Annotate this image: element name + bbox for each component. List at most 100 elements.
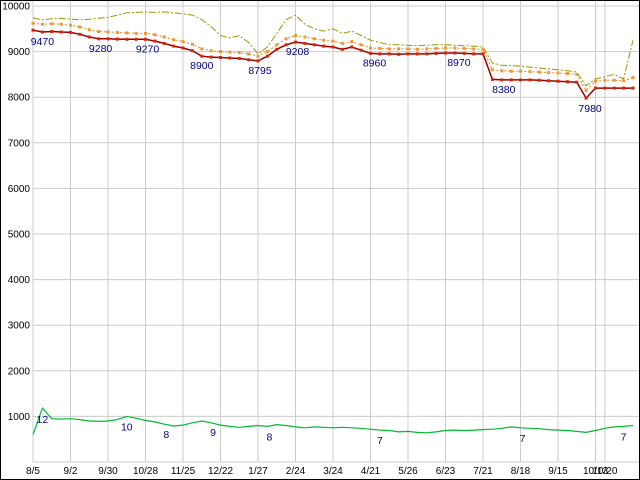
series-main-red-marker bbox=[444, 51, 447, 55]
series-orange-dotted-marker bbox=[153, 33, 157, 37]
series-main-red-marker bbox=[265, 54, 269, 58]
series-orange-dotted-marker bbox=[547, 71, 551, 75]
series-orange-dotted-marker bbox=[172, 38, 176, 42]
data-point-label: 8970 bbox=[447, 57, 471, 69]
data-point-label: 9 bbox=[210, 427, 216, 439]
series-orange-dotted-marker bbox=[350, 40, 354, 44]
series-orange-dotted-marker bbox=[144, 31, 147, 35]
y-axis-label: 10000 bbox=[2, 2, 30, 13]
series-orange-dotted-marker bbox=[378, 46, 382, 50]
series-main-red-marker bbox=[134, 37, 138, 41]
series-main-red-marker bbox=[575, 80, 579, 84]
series-orange-dotted-marker bbox=[69, 23, 72, 27]
x-axis-label: 11/25 bbox=[171, 466, 196, 477]
series-main-red-marker bbox=[387, 52, 391, 56]
series-main-red-marker bbox=[59, 30, 63, 34]
series-orange-dotted-marker bbox=[537, 70, 541, 74]
x-axis-label: 9/15 bbox=[548, 466, 568, 477]
series-orange-dotted-marker bbox=[612, 78, 616, 82]
series-orange-dotted-marker bbox=[78, 25, 82, 29]
series-orange-dotted-marker bbox=[397, 47, 401, 51]
series-main-red-marker bbox=[162, 41, 166, 45]
series-orange-dotted-marker bbox=[331, 39, 335, 43]
series-orange-dotted-marker bbox=[472, 47, 476, 51]
series-main-red-marker bbox=[603, 86, 607, 90]
series-main-red-marker bbox=[584, 96, 588, 100]
series-orange-dotted-marker bbox=[556, 71, 560, 75]
series-orange-dotted-marker bbox=[228, 50, 232, 54]
series-main-red-marker bbox=[340, 47, 344, 51]
series-main-red-marker bbox=[219, 56, 222, 59]
series-main-red-marker bbox=[284, 43, 288, 47]
x-axis-label: 7/21 bbox=[473, 466, 493, 477]
series-orange-dotted-marker bbox=[134, 31, 138, 35]
x-axis-label: 9/2 bbox=[64, 466, 78, 477]
series-orange-dotted-marker bbox=[594, 79, 597, 83]
y-axis-label: 8000 bbox=[8, 93, 31, 104]
series-orange-dotted-marker bbox=[631, 76, 635, 80]
data-point-label: 7980 bbox=[578, 103, 602, 115]
series-orange-dotted-marker bbox=[31, 21, 35, 25]
series-orange-dotted-marker bbox=[275, 43, 279, 47]
series-main-red-marker bbox=[472, 52, 476, 56]
series-main-red-marker bbox=[172, 44, 176, 48]
series-orange-dotted-marker bbox=[303, 35, 307, 39]
series-main-red-marker bbox=[125, 37, 129, 41]
series-main-red-marker bbox=[490, 77, 494, 81]
series-orange-dotted-marker bbox=[462, 46, 466, 50]
series-main-red-marker bbox=[622, 86, 626, 90]
series-orange-dotted-marker bbox=[106, 30, 110, 34]
series-main-red-marker bbox=[200, 54, 204, 58]
series-main-red-marker bbox=[153, 39, 157, 43]
series-orange-dotted-marker bbox=[359, 43, 363, 47]
series-main-red-marker bbox=[115, 37, 119, 41]
y-axis-label: 6000 bbox=[8, 184, 31, 195]
data-point-label: 10 bbox=[121, 421, 133, 433]
series-main-red-marker bbox=[275, 47, 279, 51]
series-main-red-marker bbox=[547, 79, 551, 83]
series-main-red-marker bbox=[237, 56, 241, 60]
x-axis-label: 2/24 bbox=[286, 466, 306, 477]
series-orange-dotted-marker bbox=[237, 51, 241, 54]
x-axis-label: 8/5 bbox=[26, 466, 40, 477]
series-main-red-marker bbox=[500, 78, 504, 82]
data-point-label: 9270 bbox=[136, 43, 160, 55]
series-main-red-marker bbox=[87, 35, 91, 39]
series-orange-dotted-marker bbox=[322, 38, 326, 42]
series-orange-dotted-marker bbox=[387, 47, 391, 51]
series-orange-dotted-marker bbox=[603, 78, 607, 82]
x-axis-label: 5/26 bbox=[398, 466, 418, 477]
series-main-red-marker bbox=[509, 78, 513, 82]
series-orange-dotted-marker bbox=[481, 47, 485, 51]
series-main-red-marker bbox=[612, 86, 616, 90]
series-lower-green bbox=[32, 407, 634, 435]
series-main-red-marker bbox=[31, 28, 35, 32]
series-orange-dotted-marker bbox=[519, 69, 522, 73]
series-main-red-marker bbox=[350, 45, 354, 49]
series-main-red-marker bbox=[303, 41, 307, 45]
series-main-red-marker bbox=[481, 52, 485, 56]
series-orange-dotted-marker bbox=[565, 72, 569, 75]
data-point-label: 8900 bbox=[190, 60, 214, 72]
data-point-label: 9208 bbox=[286, 46, 310, 58]
x-axis-label: 10/28 bbox=[133, 466, 158, 477]
x-axis-label: 8/18 bbox=[511, 466, 531, 477]
series-main-red-marker bbox=[331, 45, 335, 49]
x-axis-label: 1/27 bbox=[248, 466, 268, 477]
y-axis-label: 2000 bbox=[8, 366, 31, 377]
series-main-red-marker bbox=[78, 32, 82, 36]
data-point-label: 8 bbox=[163, 429, 169, 441]
x-axis-label: 6/23 bbox=[436, 466, 456, 477]
series-main-red-marker bbox=[40, 30, 44, 34]
series-main-red-marker bbox=[322, 44, 326, 48]
series-main-red-marker bbox=[294, 40, 297, 44]
series-orange-dotted-marker bbox=[115, 30, 119, 34]
data-point-label: 8960 bbox=[363, 57, 387, 69]
series-orange-dotted-marker bbox=[209, 49, 213, 53]
data-point-label: 9470 bbox=[31, 36, 55, 48]
series-orange-dotted-marker bbox=[219, 50, 222, 54]
series-orange-dotted-marker bbox=[256, 54, 260, 58]
series-orange-dotted-marker bbox=[294, 34, 297, 38]
series-main-red-marker bbox=[181, 46, 185, 50]
